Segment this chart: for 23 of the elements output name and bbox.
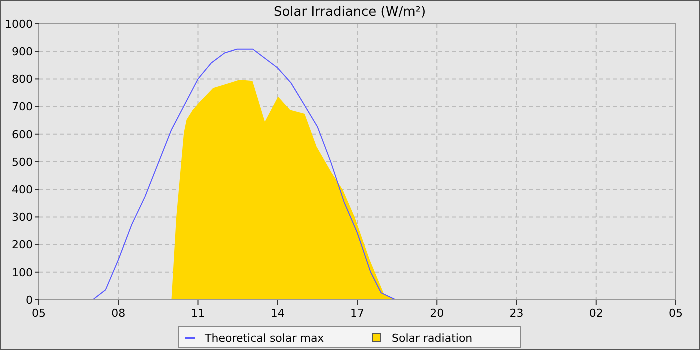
x-tick-label: 11 <box>191 307 206 320</box>
y-tick-label: 800 <box>12 73 33 86</box>
x-tick-label: 23 <box>510 307 524 320</box>
y-tick-label: 900 <box>12 45 33 58</box>
x-tick-label: 17 <box>350 307 364 320</box>
chart-title: Solar Irradiance (W/m²) <box>274 5 426 20</box>
y-tick-label: 400 <box>12 183 33 196</box>
x-tick-label: 14 <box>270 307 285 320</box>
y-tick-label: 600 <box>12 128 33 142</box>
y-tick-label: 100 <box>12 266 33 280</box>
y-tick-label: 700 <box>12 100 33 114</box>
y-tick-label: 1000 <box>5 18 33 31</box>
x-tick-label: 08 <box>112 307 126 320</box>
legend-label: Theoretical solar max <box>204 332 325 345</box>
x-tick-label: 02 <box>589 307 604 320</box>
x-tick-label: 05 <box>32 307 46 320</box>
y-tick-label: 200 <box>12 238 33 252</box>
legend-label: Solar radiation <box>392 332 473 345</box>
y-tick-label: 500 <box>12 156 33 169</box>
x-tick-label: 05 <box>669 307 683 320</box>
y-tick-label: 300 <box>12 211 33 224</box>
y-tick-label: 0 <box>26 294 33 307</box>
x-tick-label: 20 <box>430 307 444 320</box>
